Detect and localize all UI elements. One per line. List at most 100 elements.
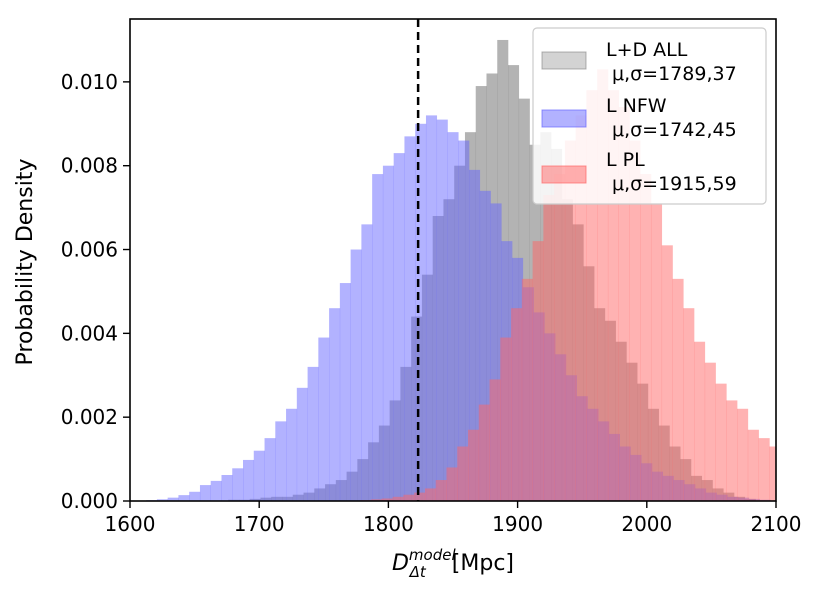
y-tick-label: 0.002	[61, 405, 118, 429]
l-pl-bar	[618, 107, 630, 501]
l-nfw-bar	[318, 337, 330, 501]
y-tick-label: 0.006	[61, 238, 118, 262]
legend-stats-ld-all: μ,σ=1789,37	[612, 63, 737, 85]
l-pl-bar	[575, 115, 587, 501]
l-nfw-bar	[253, 450, 265, 501]
legend: L+D ALL μ,σ=1789,37 L NFW μ,σ=1742,45 L …	[532, 27, 767, 205]
l-pl-bar	[607, 90, 619, 501]
l-pl-bar	[747, 429, 759, 501]
y-axis-label: Probability Density	[13, 159, 38, 366]
l-nfw-bar	[404, 136, 416, 501]
l-nfw-bar	[350, 249, 362, 501]
l-pl-bar	[371, 499, 383, 501]
x-tick-label: 1800	[363, 512, 414, 536]
legend-label-l-pl: L PL	[606, 149, 645, 171]
l-pl-bar	[586, 90, 598, 501]
histogram-bars	[146, 39, 822, 501]
y-tick-label: 0.000	[61, 489, 118, 513]
legend-swatch-l-pl	[541, 165, 587, 184]
x-tick-label: 1900	[492, 512, 543, 536]
l-nfw-bar	[415, 123, 427, 501]
l-pl-bar	[532, 241, 544, 501]
y-tick-label: 0.008	[61, 154, 118, 178]
l-pl-bar	[564, 140, 576, 501]
legend-label-ld-all: L+D ALL	[606, 39, 688, 61]
l-pl-bar	[403, 494, 415, 501]
l-nfw-bar	[339, 283, 351, 501]
l-nfw-bar	[199, 485, 212, 501]
l-pl-bar	[694, 341, 706, 501]
l-pl-bar	[715, 383, 727, 501]
legend-box	[532, 27, 767, 205]
l-nfw-bar	[243, 459, 255, 501]
l-nfw-bar	[296, 387, 308, 501]
legend-label-l-nfw: L NFW	[606, 95, 667, 117]
l-pl-bar	[704, 362, 716, 501]
l-pl-bar	[521, 278, 533, 501]
l-pl-bar	[554, 174, 566, 501]
l-nfw-bar	[469, 169, 481, 501]
l-pl-bar	[543, 195, 555, 501]
l-pl-bar	[769, 446, 776, 501]
l-pl-bar	[478, 404, 490, 501]
l-pl-bar	[737, 408, 749, 501]
l-nfw-bar	[479, 190, 491, 501]
l-pl-bar	[683, 308, 695, 501]
l-pl-bar	[812, 442, 822, 501]
l-nfw-bar	[436, 119, 448, 501]
l-pl-bar	[392, 496, 404, 501]
l-nfw-bar	[329, 308, 341, 501]
l-pl-bar	[446, 467, 458, 501]
l-nfw-bar	[178, 495, 190, 501]
l-nfw-bar	[307, 366, 319, 501]
l-nfw-bar	[286, 408, 298, 501]
l-pl-bar	[758, 438, 770, 501]
x-tick-label: 2000	[621, 512, 672, 536]
l-nfw-bar	[275, 421, 287, 501]
l-pl-bar	[661, 245, 673, 501]
l-nfw-bar	[361, 224, 373, 501]
legend-stats-l-pl: μ,σ=1915,59	[612, 173, 737, 195]
plot-frame	[129, 18, 777, 502]
l-nfw-bar	[221, 475, 233, 501]
l-nfw-bar	[156, 499, 168, 501]
l-pl-bar	[629, 140, 641, 501]
l-nfw-bar	[210, 480, 222, 501]
l-nfw-bar	[189, 491, 201, 501]
y-tick-label: 0.004	[61, 321, 118, 345]
l-nfw-bar	[372, 174, 384, 501]
l-nfw-bar	[232, 468, 244, 501]
l-nfw-bar	[167, 497, 179, 501]
l-nfw-bar	[393, 153, 405, 501]
l-pl-bar	[500, 337, 512, 501]
l-pl-bar	[791, 451, 802, 501]
l-nfw-bar	[264, 438, 276, 501]
l-pl-bar	[435, 480, 447, 501]
l-pl-bar	[381, 498, 393, 501]
legend-swatch-ld-all	[541, 51, 587, 70]
x-tick-label: 2100	[751, 512, 802, 536]
l-pl-bar	[726, 400, 738, 501]
x-axis-label: Dmodel Δt [Mpc]	[392, 546, 514, 581]
l-pl-bar	[414, 492, 426, 501]
l-pl-bar	[650, 203, 663, 501]
l-pl-bar	[780, 451, 791, 501]
l-nfw-bar	[458, 140, 470, 501]
x-tick-label: 1700	[234, 512, 285, 536]
l-pl-bar	[672, 278, 684, 501]
l-pl-bar	[489, 379, 501, 501]
l-pl-bar	[511, 308, 523, 501]
y-tick-label: 0.010	[61, 70, 118, 94]
l-pl-bar	[802, 447, 813, 501]
l-pl-bar	[640, 174, 652, 501]
l-nfw-bar	[447, 132, 459, 501]
x-axis-ticks: 1600 1700 1800 1900 2000 2100	[105, 501, 802, 536]
l-pl-bar	[457, 446, 469, 501]
legend-swatch-l-nfw	[541, 109, 587, 128]
l-pl-bar	[468, 429, 480, 501]
x-tick-label: 1600	[105, 512, 156, 536]
l-nfw-bar	[490, 203, 502, 501]
l-nfw-bar	[425, 115, 438, 501]
l-nfw-bar	[382, 165, 394, 501]
